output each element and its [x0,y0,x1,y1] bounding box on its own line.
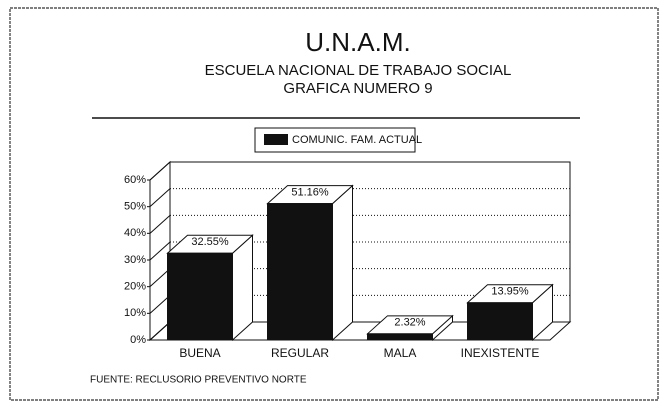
data-label: 2.32% [394,317,425,329]
y-tick-label: 30% [124,254,146,266]
x-tick-label: REGULAR [271,346,329,360]
y-tick-label: 40% [124,227,146,239]
chart-title: U.N.A.M. [305,27,410,57]
subtitle: GRAFICA NUMERO 9 [283,80,432,97]
y-tick-label: 60% [124,174,146,186]
bar [367,333,433,341]
frame [9,7,659,401]
data-label: 13.95% [491,286,529,298]
y-tick-label: 10% [124,307,146,319]
subtitle: ESCUELA NACIONAL DE TRABAJO SOCIAL [205,62,512,79]
x-tick-label: MALA [384,346,417,360]
bar [167,252,233,341]
side-grid [149,294,171,314]
legend-swatch [264,134,288,145]
side-grid [149,321,171,341]
side-grid [149,241,171,261]
bar-side [332,184,353,342]
x-tick-label: INEXISTENTE [461,346,540,360]
side-grid [149,268,171,288]
side-grid [149,188,171,208]
source: FUENTE: RECLUSORIO PREVENTIVO NORTE [90,375,307,386]
x-tick-label: BUENA [179,346,220,360]
data-label: 32.55% [191,236,229,248]
side-grid [149,161,171,181]
y-tick-label: 0% [130,334,146,346]
bar [467,302,533,341]
data-label: 51.16% [291,186,329,198]
bar [267,203,333,341]
y-tick-label: 20% [124,281,146,293]
legend-label: COMUNIC. FAM. ACTUAL [292,134,422,146]
legend-box [254,127,416,153]
side-grid [149,214,171,234]
y-tick-label: 50% [124,201,146,213]
